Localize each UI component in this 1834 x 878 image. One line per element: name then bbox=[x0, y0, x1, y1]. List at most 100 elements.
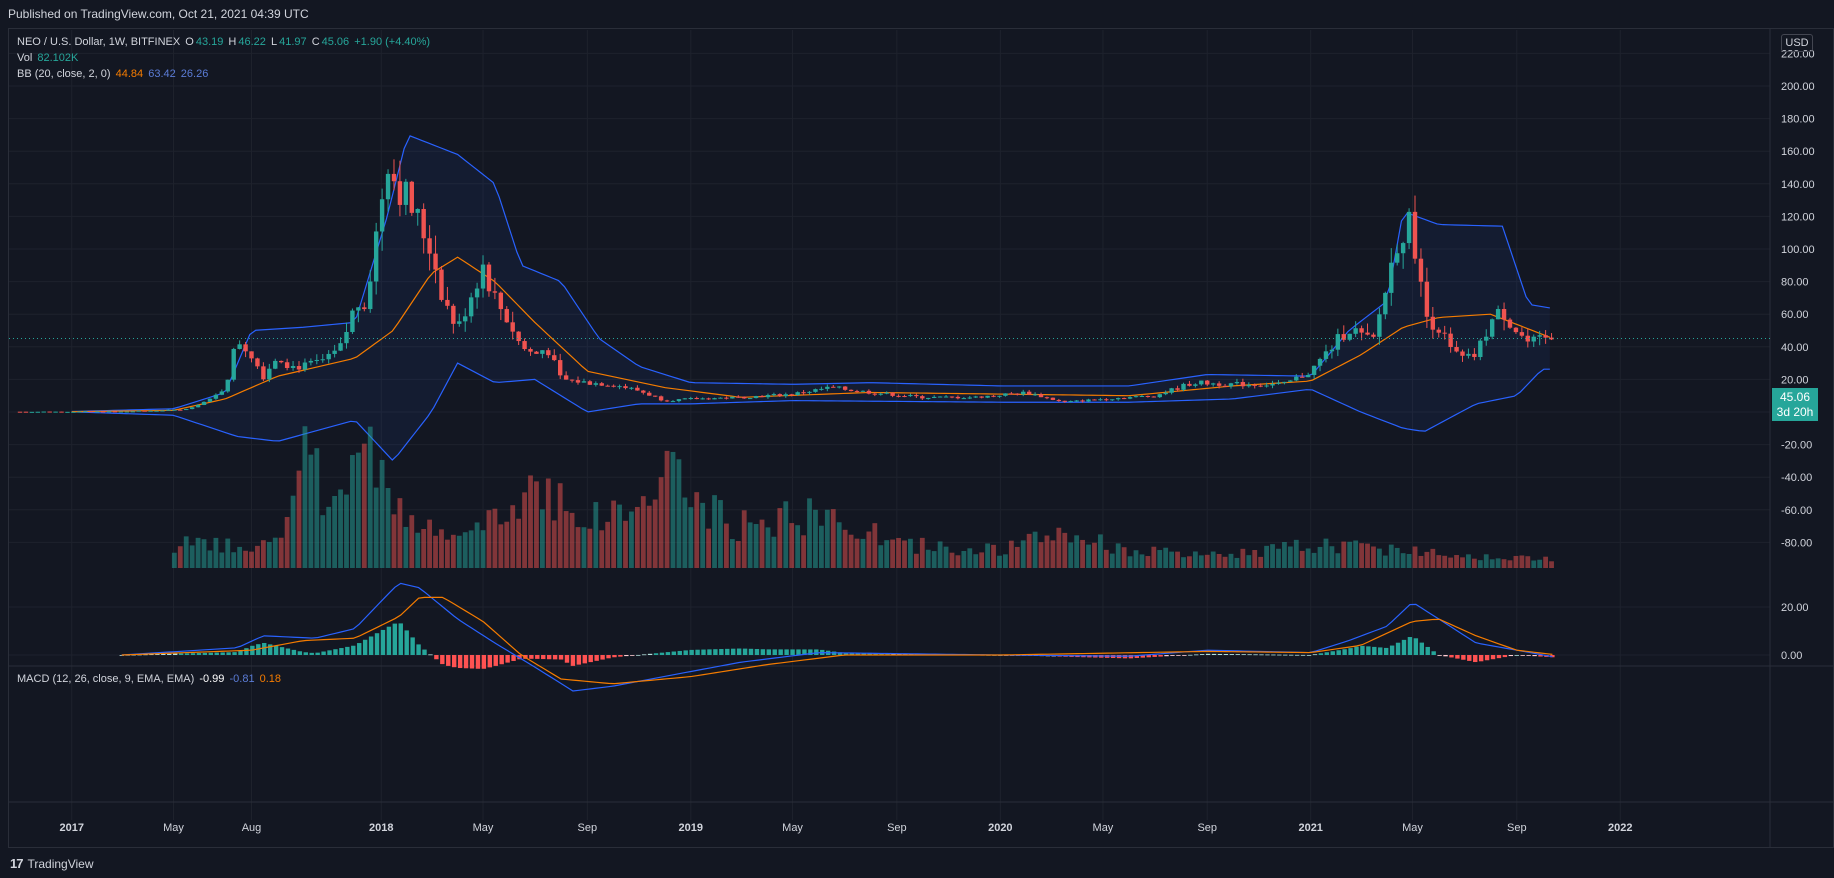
volume-bar bbox=[1175, 551, 1180, 568]
macd-histogram-bar bbox=[701, 649, 706, 655]
candle-body bbox=[552, 355, 557, 361]
brand[interactable]: 17 TradingView bbox=[10, 856, 94, 871]
macd-histogram-bar bbox=[339, 648, 344, 655]
low-label: L bbox=[270, 36, 278, 48]
time-tick-label: May bbox=[473, 822, 494, 834]
currency-button[interactable]: USD bbox=[1781, 34, 1813, 52]
macd-histogram-bar bbox=[167, 653, 172, 655]
candle-body bbox=[949, 396, 955, 398]
volume-bar bbox=[967, 548, 973, 568]
volume-bar bbox=[1323, 538, 1329, 568]
volume-bar bbox=[1222, 556, 1228, 568]
symbol-label[interactable]: NEO / U.S. Dollar, 1W, BITFINEX bbox=[17, 36, 181, 48]
candle-body bbox=[255, 358, 260, 367]
volume-bar bbox=[367, 426, 373, 568]
bb-legend[interactable]: BB (20, close, 2, 0) 44.84 63.42 26.26 bbox=[17, 68, 210, 80]
price-tick-label: 60.00 bbox=[1781, 309, 1809, 321]
volume-bar bbox=[1329, 546, 1335, 568]
candle-body bbox=[902, 396, 907, 398]
macd-histogram-bar bbox=[677, 650, 682, 655]
candle-body bbox=[522, 341, 527, 350]
macd-histogram-bar bbox=[1318, 653, 1324, 655]
candle-body bbox=[65, 411, 70, 413]
low-value: 41.97 bbox=[279, 36, 307, 48]
volume-bar bbox=[308, 454, 314, 568]
macd-histogram-bar bbox=[172, 653, 178, 655]
time-tick-label: 2021 bbox=[1298, 822, 1322, 834]
macd-histogram-bar bbox=[671, 651, 677, 655]
candle-body bbox=[1400, 243, 1406, 254]
volume-bar bbox=[260, 540, 266, 568]
candle-body bbox=[1240, 382, 1246, 387]
macd-legend[interactable]: MACD (12, 26, close, 9, EMA, EMA) -0.99 … bbox=[17, 673, 283, 685]
volume-bar bbox=[617, 504, 622, 568]
macd-histogram-bar bbox=[1532, 655, 1537, 657]
macd-histogram-bar bbox=[879, 653, 884, 655]
volume-bar bbox=[1003, 554, 1008, 568]
macd-histogram-bar bbox=[1259, 654, 1264, 656]
macd-histogram-bar bbox=[1271, 654, 1276, 656]
candle-body bbox=[302, 362, 308, 370]
candle-body bbox=[652, 395, 658, 397]
macd-histogram-bar bbox=[511, 655, 516, 661]
candle-body bbox=[635, 387, 640, 391]
volume-bar bbox=[706, 528, 712, 568]
volume-bar bbox=[1020, 540, 1026, 568]
volume-bar bbox=[623, 520, 628, 568]
volume-bar bbox=[807, 498, 812, 568]
macd-histogram-bar bbox=[1199, 654, 1205, 655]
macd-histogram-bar bbox=[291, 649, 297, 655]
footer-bar: 17 TradingView bbox=[0, 850, 1834, 878]
volume-legend[interactable]: Vol 82.102K bbox=[17, 52, 80, 64]
macd-histogram-bar bbox=[214, 652, 219, 655]
macd-histogram-bar bbox=[380, 629, 386, 655]
macd-histogram-bar bbox=[778, 649, 783, 655]
candle-body bbox=[866, 390, 872, 394]
volume-bar bbox=[1264, 545, 1270, 568]
candle-body bbox=[575, 380, 581, 383]
macd-histogram-bar bbox=[220, 652, 225, 655]
candle-body bbox=[273, 360, 278, 369]
bb-upper-line bbox=[71, 135, 1550, 413]
candle-body bbox=[385, 173, 391, 200]
candle-body bbox=[528, 349, 533, 352]
volume-bar bbox=[1133, 550, 1139, 568]
macd-histogram-bar bbox=[1235, 654, 1240, 655]
macd-histogram-bar bbox=[416, 644, 421, 655]
candle-body bbox=[403, 181, 409, 205]
candle-body bbox=[136, 410, 141, 412]
candle-body bbox=[1110, 399, 1115, 401]
candle-body bbox=[1068, 401, 1073, 403]
macd-label: MACD (12, 26, close, 9, EMA, EMA) bbox=[17, 673, 195, 685]
volume-bar bbox=[1038, 542, 1044, 568]
candle-body bbox=[510, 322, 515, 332]
candle-body bbox=[920, 396, 925, 399]
macd-histogram-bar bbox=[564, 655, 570, 663]
macd-histogram-bar bbox=[760, 649, 766, 655]
candle-body bbox=[213, 394, 219, 399]
volume-bar bbox=[1139, 554, 1145, 568]
volume-bar bbox=[1376, 548, 1382, 568]
candle-body bbox=[1199, 380, 1204, 385]
macd-histogram-bar bbox=[546, 655, 552, 660]
macd-histogram-bar bbox=[1348, 648, 1353, 655]
volume-bar bbox=[1127, 556, 1133, 568]
candle-body bbox=[1015, 393, 1020, 395]
candle-body bbox=[356, 307, 361, 311]
volume-bar bbox=[1359, 543, 1364, 568]
volume-bar bbox=[468, 530, 474, 568]
candle-body bbox=[504, 309, 509, 323]
macd-histogram-bar bbox=[903, 653, 908, 655]
volume-bar bbox=[510, 505, 516, 568]
candle-body bbox=[557, 360, 563, 376]
volume-bar bbox=[931, 551, 937, 568]
volume-bar bbox=[1169, 551, 1175, 568]
candle-body bbox=[160, 410, 165, 412]
price-tick-label: -60.00 bbox=[1781, 505, 1812, 517]
candle-body bbox=[35, 411, 41, 413]
macd-histogram-bar bbox=[1443, 655, 1448, 657]
high-value: 46.22 bbox=[238, 36, 266, 48]
candle-body bbox=[718, 397, 723, 399]
candle-body bbox=[1216, 383, 1222, 386]
